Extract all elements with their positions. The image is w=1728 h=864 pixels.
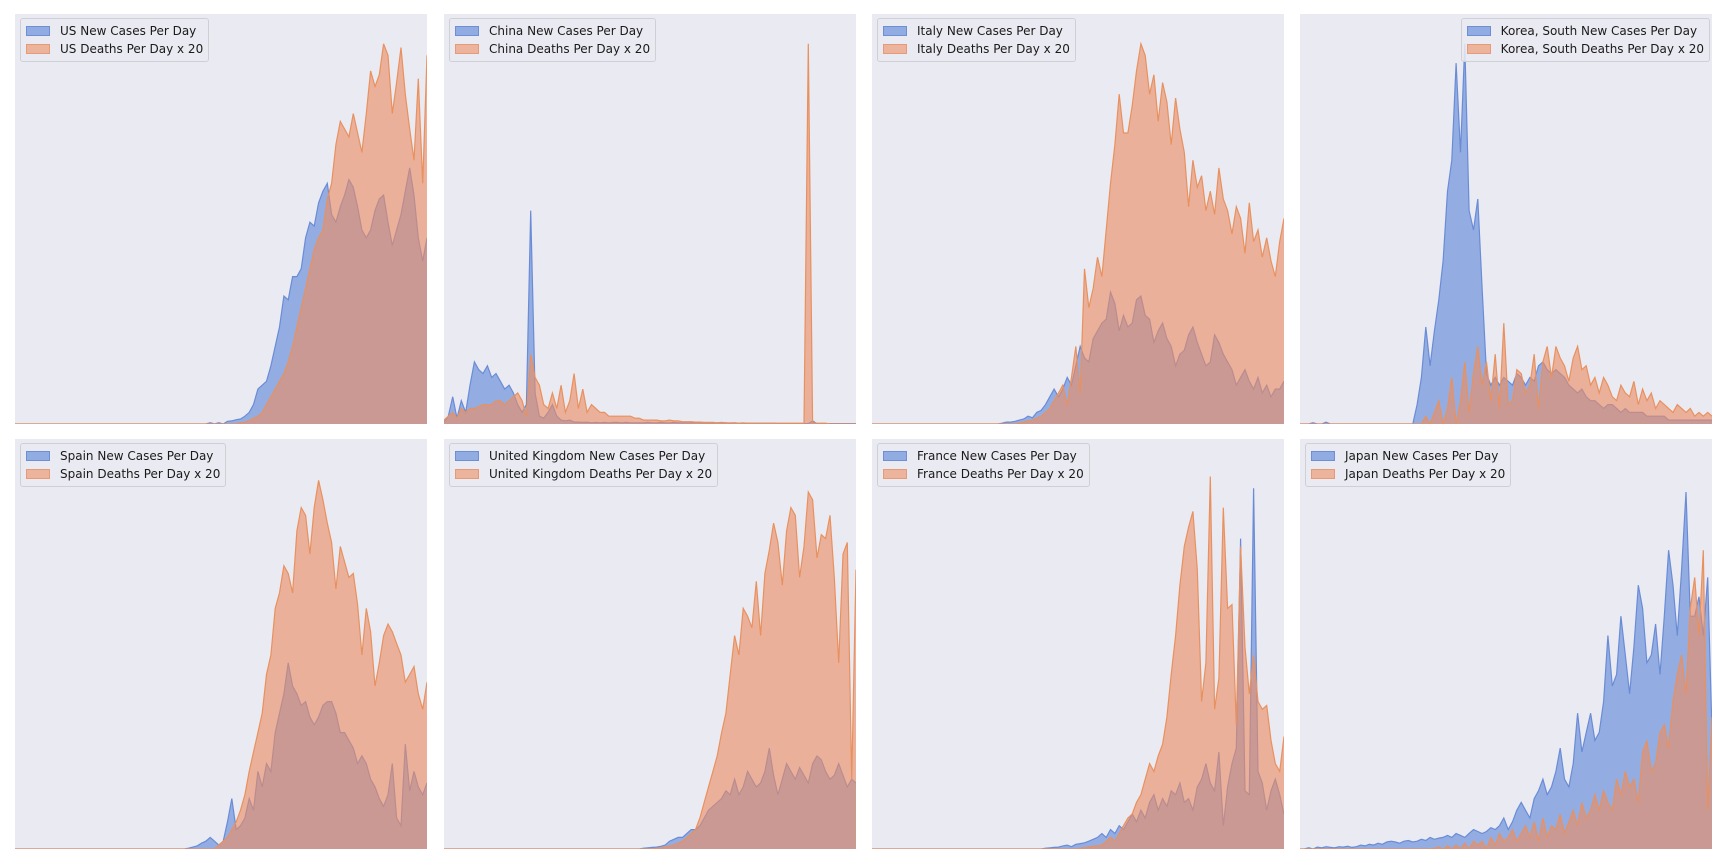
series-line-deaths — [1300, 323, 1712, 424]
legend-entry: Italy New Cases Per Day — [883, 22, 1070, 40]
legend-label: China New Cases Per Day — [489, 24, 644, 38]
legend: China New Cases Per Day China Deaths Per … — [449, 18, 657, 62]
legend-swatch — [26, 26, 50, 36]
legend-swatch — [26, 451, 50, 461]
legend-entry: China New Cases Per Day — [455, 22, 650, 40]
legend-swatch — [26, 44, 50, 54]
chart-panel: Korea, South New Cases Per Day Korea, Sou… — [1300, 14, 1712, 424]
legend-label: France Deaths Per Day x 20 — [917, 467, 1084, 481]
chart-plot — [15, 43, 427, 424]
series-area-deaths — [15, 480, 427, 849]
series-line-deaths — [872, 41, 1284, 424]
chart-plot — [1300, 43, 1712, 424]
chart-panel: US New Cases Per Day US Deaths Per Day x … — [15, 14, 427, 424]
legend-swatch — [1311, 469, 1335, 479]
legend-label: Korea, South New Cases Per Day — [1500, 24, 1698, 38]
legend-swatch — [455, 26, 479, 36]
series-line-cases — [1300, 491, 1712, 849]
legend-entry: Japan Deaths Per Day x 20 — [1311, 465, 1505, 483]
legend-label: Italy New Cases Per Day — [917, 24, 1063, 38]
chart-plot — [872, 476, 1284, 849]
legend-entry: United Kingdom New Cases Per Day — [455, 447, 712, 465]
chart-panel: China New Cases Per Day China Deaths Per … — [444, 14, 856, 424]
chart-plot — [444, 43, 856, 424]
legend-entry: China Deaths Per Day x 20 — [455, 40, 650, 58]
legend-label: Japan New Cases Per Day — [1345, 449, 1499, 463]
chart-panel: Spain New Cases Per Day Spain Deaths Per … — [15, 439, 427, 849]
legend-entry: Korea, South Deaths Per Day x 20 — [1466, 40, 1704, 58]
legend-swatch — [883, 26, 907, 36]
legend-entry: Japan New Cases Per Day — [1311, 447, 1505, 465]
chart-plot — [15, 480, 427, 849]
series-line-deaths — [15, 480, 427, 849]
legend-label: US New Cases Per Day — [60, 24, 197, 38]
series-line-deaths — [444, 43, 856, 424]
series-line-deaths — [872, 476, 1284, 849]
series-area-cases — [444, 210, 856, 424]
legend-label: United Kingdom New Cases Per Day — [489, 449, 706, 463]
legend-swatch — [455, 451, 479, 461]
legend: United Kingdom New Cases Per Day United K… — [449, 443, 719, 487]
legend: Japan New Cases Per Day Japan Deaths Per … — [1305, 443, 1512, 487]
chart-panel: Italy New Cases Per Day Italy Deaths Per … — [872, 14, 1284, 424]
legend-entry: Korea, South New Cases Per Day — [1466, 22, 1704, 40]
series-line-deaths — [1300, 550, 1712, 849]
legend-swatch — [883, 44, 907, 54]
legend-swatch — [455, 469, 479, 479]
legend-swatch — [883, 451, 907, 461]
legend-entry: US Deaths Per Day x 20 — [26, 40, 203, 58]
legend: US New Cases Per Day US Deaths Per Day x … — [20, 18, 210, 62]
legend-label: United Kingdom Deaths Per Day x 20 — [489, 467, 713, 481]
legend-entry: France Deaths Per Day x 20 — [883, 465, 1084, 483]
series-area-cases — [1300, 492, 1712, 849]
legend-entry: Spain Deaths Per Day x 20 — [26, 465, 220, 483]
legend-label: US Deaths Per Day x 20 — [60, 42, 204, 56]
legend-entry: Italy Deaths Per Day x 20 — [883, 40, 1070, 58]
legend-label: Italy Deaths Per Day x 20 — [917, 42, 1070, 56]
legend-swatch — [883, 469, 907, 479]
legend: Italy New Cases Per Day Italy Deaths Per … — [877, 18, 1076, 62]
legend-entry: Spain New Cases Per Day — [26, 447, 220, 465]
legend-label: France New Cases Per Day — [917, 449, 1077, 463]
legend: Korea, South New Cases Per Day Korea, Sou… — [1460, 18, 1710, 62]
series-line-deaths — [15, 43, 427, 424]
series-area-deaths — [872, 43, 1284, 424]
chart-plot — [872, 41, 1284, 424]
legend-swatch — [26, 469, 50, 479]
legend-swatch — [1311, 451, 1335, 461]
chart-plot — [1300, 491, 1712, 849]
legend-entry: United Kingdom Deaths Per Day x 20 — [455, 465, 712, 483]
legend: France New Cases Per Day France Deaths Pe… — [877, 443, 1090, 487]
series-area-deaths — [1300, 550, 1712, 849]
legend-label: China Deaths Per Day x 20 — [489, 42, 651, 56]
legend-swatch — [1466, 26, 1491, 36]
series-area-deaths — [15, 43, 427, 424]
legend: Spain New Cases Per Day Spain Deaths Per … — [20, 443, 227, 487]
chart-panel: United Kingdom New Cases Per Day United K… — [444, 439, 856, 849]
chart-panel: France New Cases Per Day France Deaths Pe… — [872, 439, 1284, 849]
chart-plot — [444, 489, 856, 849]
series-area-deaths — [444, 43, 856, 424]
series-line-deaths — [444, 489, 856, 849]
legend-label: Japan Deaths Per Day x 20 — [1345, 467, 1506, 481]
legend-label: Spain Deaths Per Day x 20 — [60, 467, 221, 481]
legend-entry: US New Cases Per Day — [26, 22, 203, 40]
series-area-deaths — [872, 476, 1284, 849]
legend-label: Spain New Cases Per Day — [60, 449, 214, 463]
chart-panel: Japan New Cases Per Day Japan Deaths Per … — [1300, 439, 1712, 849]
legend-label: Korea, South Deaths Per Day x 20 — [1500, 42, 1704, 56]
legend-swatch — [1466, 44, 1491, 54]
legend-swatch — [455, 44, 479, 54]
legend-entry: France New Cases Per Day — [883, 447, 1084, 465]
series-area-deaths — [444, 492, 856, 849]
